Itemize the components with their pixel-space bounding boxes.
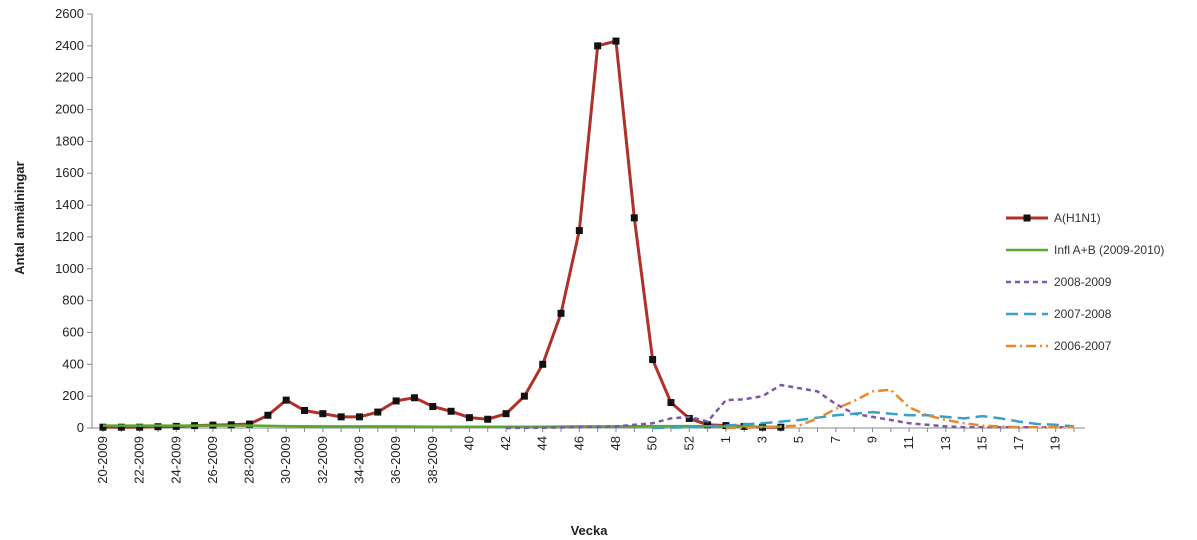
series-line-1 bbox=[103, 424, 781, 428]
axes bbox=[91, 14, 1085, 429]
y-tick-label: 2000 bbox=[55, 102, 84, 117]
data-point bbox=[520, 392, 528, 400]
data-point bbox=[704, 421, 712, 429]
y-tick-label: 1800 bbox=[55, 133, 84, 148]
x-tick-label: 38-2009 bbox=[425, 436, 440, 484]
x-tick-label: 9 bbox=[864, 436, 879, 443]
y-tick-label: 2400 bbox=[55, 38, 84, 53]
data-point bbox=[557, 309, 565, 317]
x-tick-label: 30-2009 bbox=[278, 436, 293, 484]
y-tick-label: 400 bbox=[62, 356, 84, 371]
x-tick-label: 44 bbox=[535, 436, 550, 450]
x-tick-label: 24-2009 bbox=[168, 436, 183, 484]
data-point bbox=[246, 420, 254, 428]
x-tick-label: 52 bbox=[681, 436, 696, 450]
x-tick-label: 19 bbox=[1048, 436, 1063, 450]
data-point bbox=[447, 407, 455, 415]
x-tick-label: 1 bbox=[718, 436, 733, 443]
x-tick-label: 28-2009 bbox=[242, 436, 257, 484]
data-point bbox=[667, 399, 675, 407]
data-point bbox=[392, 397, 400, 405]
data-point bbox=[429, 403, 437, 411]
x-tick-label: 36-2009 bbox=[388, 436, 403, 484]
series-line-4 bbox=[725, 388, 1074, 430]
data-point bbox=[539, 360, 547, 368]
y-tick-label: 200 bbox=[62, 388, 84, 403]
data-point bbox=[594, 42, 602, 50]
x-tick-label: 13 bbox=[938, 436, 953, 450]
y-tick-label: 2200 bbox=[55, 70, 84, 85]
legend: A(H1N1) Infl A+B (2009-2010) 2008-2009 2007… bbox=[1006, 211, 1164, 353]
data-point bbox=[465, 414, 473, 422]
data-point bbox=[337, 413, 345, 421]
y-tick-label: 1200 bbox=[55, 229, 84, 244]
data-point bbox=[301, 406, 309, 414]
x-tick-label: 5 bbox=[791, 436, 806, 443]
x-tick-label: 22-2009 bbox=[132, 436, 147, 484]
series-line-3 bbox=[652, 410, 1075, 430]
data-point bbox=[410, 394, 418, 402]
y-axis-ticks: 0 200 400 600 800 1000 1200 1400 1600 1800 2000 220… bbox=[55, 6, 92, 435]
x-tick-label: 40 bbox=[461, 436, 476, 450]
data-point bbox=[282, 396, 290, 404]
data-point bbox=[575, 227, 583, 235]
data-point bbox=[685, 414, 693, 422]
data-point bbox=[630, 214, 638, 222]
legend-label-0: A(H1N1) bbox=[1054, 211, 1101, 225]
data-point bbox=[264, 411, 272, 419]
x-tick-label: 42 bbox=[498, 436, 513, 450]
data-point bbox=[484, 415, 492, 423]
series-layer bbox=[99, 37, 1075, 431]
data-point bbox=[355, 413, 363, 421]
data-point bbox=[99, 423, 107, 431]
y-tick-label: 1000 bbox=[55, 261, 84, 276]
y-tick-label: 1400 bbox=[55, 197, 84, 212]
y-tick-label: 600 bbox=[62, 324, 84, 339]
x-tick-label: 48 bbox=[608, 436, 623, 450]
data-point bbox=[374, 408, 382, 416]
x-tick-label: 3 bbox=[755, 436, 770, 443]
data-point bbox=[649, 356, 657, 364]
y-tick-label: 0 bbox=[77, 420, 84, 435]
x-tick-label: 15 bbox=[974, 436, 989, 450]
x-tick-label: 50 bbox=[645, 436, 660, 450]
x-axis-ticks: 20-2009 22-2009 24-2009 26-2009 28-2009 30-20… bbox=[95, 428, 1075, 484]
y-tick-label: 800 bbox=[62, 293, 84, 308]
series-line-0 bbox=[103, 39, 781, 429]
x-axis-title: Vecka bbox=[571, 523, 609, 538]
legend-label-1: Infl A+B (2009-2010) bbox=[1054, 243, 1164, 257]
data-point bbox=[502, 410, 510, 418]
data-point bbox=[612, 37, 620, 45]
data-point bbox=[117, 423, 125, 431]
legend-label-3: 2007-2008 bbox=[1054, 307, 1112, 321]
y-axis-title: Antal anmälningar bbox=[12, 161, 27, 274]
legend-label-2: 2008-2009 bbox=[1054, 275, 1112, 289]
x-tick-label: 34-2009 bbox=[351, 436, 366, 484]
x-tick-label: 32-2009 bbox=[315, 436, 330, 484]
x-tick-label: 7 bbox=[828, 436, 843, 443]
x-tick-label: 17 bbox=[1011, 436, 1026, 450]
data-point bbox=[136, 423, 144, 431]
x-tick-label: 26-2009 bbox=[205, 436, 220, 484]
y-tick-label: 1600 bbox=[55, 165, 84, 180]
legend-label-4: 2006-2007 bbox=[1054, 339, 1112, 353]
legend-marker bbox=[1023, 214, 1031, 222]
x-tick-label: 11 bbox=[901, 436, 916, 450]
data-point bbox=[319, 410, 327, 418]
x-tick-label: 46 bbox=[571, 436, 586, 450]
y-tick-label: 2600 bbox=[55, 6, 84, 21]
x-tick-label: 20-2009 bbox=[95, 436, 110, 484]
